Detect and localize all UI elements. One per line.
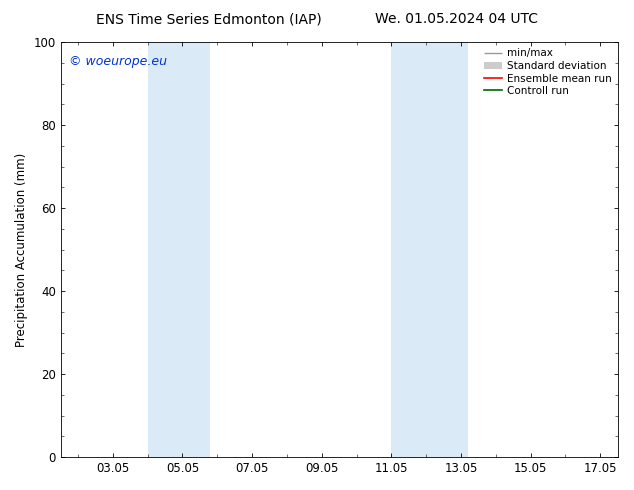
- Legend: min/max, Standard deviation, Ensemble mean run, Controll run: min/max, Standard deviation, Ensemble me…: [481, 45, 614, 99]
- Text: We. 01.05.2024 04 UTC: We. 01.05.2024 04 UTC: [375, 12, 538, 26]
- Bar: [148, 42, 210, 457]
- Text: ENS Time Series Edmonton (IAP): ENS Time Series Edmonton (IAP): [96, 12, 322, 26]
- Bar: [391, 42, 468, 457]
- Y-axis label: Precipitation Accumulation (mm): Precipitation Accumulation (mm): [15, 152, 28, 347]
- Text: © woeurope.eu: © woeurope.eu: [69, 54, 167, 68]
